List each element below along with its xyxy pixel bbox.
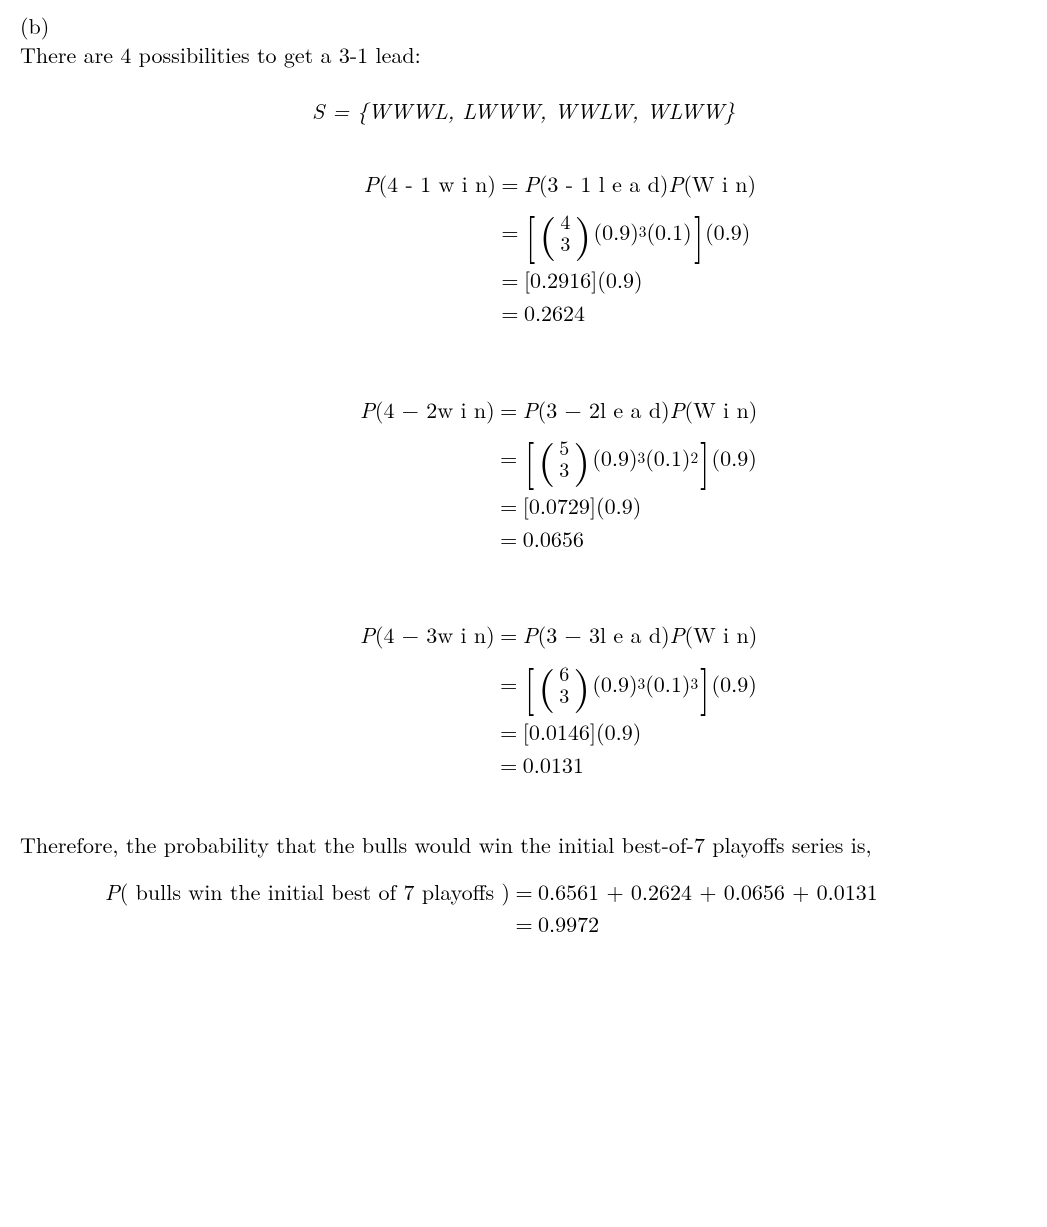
part-label-text: (b) <box>20 10 49 41</box>
binom-k: 3 <box>560 232 570 254</box>
rhs-numeric: [0.0729](0.9) <box>523 492 642 521</box>
equals-sign: = <box>495 751 523 780</box>
sample-space-block: S = {WWWL, LWWW, WWLW, WLWW} <box>20 97 1027 126</box>
rhs-binom: [(43) (0.9)3(0.1)] (0.9) <box>524 202 750 262</box>
equals-sign: = <box>495 718 523 747</box>
final-sum: 0.6561 + 0.2624 + 0.0656 + 0.0131 <box>538 878 878 907</box>
equals-sign: = <box>495 670 523 699</box>
lhs: P(4 − 2w i n) <box>290 396 495 425</box>
binom: (53) <box>538 436 590 480</box>
rhs-product: P(3 − 3l e a d)P(W i n) <box>523 621 758 650</box>
rhs-result: 0.2624 <box>524 299 585 328</box>
equals-sign: = <box>495 525 523 554</box>
equals-sign: = <box>510 878 538 907</box>
derivation-blocks: P(4 - 1 w i n)=P(3 - 1 l e a d)P(W i n)=… <box>20 154 1027 803</box>
rhs-numeric: [0.2916](0.9) <box>524 266 643 295</box>
equals-sign: = <box>510 910 538 939</box>
rhs-binom: [(63) (0.9)3(0.1)3] (0.9) <box>523 654 757 714</box>
equals-sign: = <box>495 444 523 473</box>
derivation-block-0: P(4 - 1 w i n)=P(3 - 1 l e a d)P(W i n)=… <box>20 154 1027 352</box>
derivation-block-2: P(4 − 3w i n)=P(3 − 3l e a d)P(W i n)=[(… <box>20 605 1027 803</box>
part-label: (b) <box>20 12 1027 41</box>
rhs-product: P(3 - 1 l e a d)P(W i n) <box>524 170 756 199</box>
conclusion-text: Therefore, the probability that the bull… <box>20 829 872 860</box>
intro-text: There are 4 possibilities to get a 3-1 l… <box>20 39 421 70</box>
rhs-binom: [(53) (0.9)3(0.1)2] (0.9) <box>523 428 757 488</box>
final-lhs: P( bulls win the initial best of 7 playo… <box>20 878 510 907</box>
intro-line: There are 4 possibilities to get a 3-1 l… <box>20 41 1027 70</box>
lhs: P(4 − 3w i n) <box>290 621 495 650</box>
rhs-product: P(3 − 2l e a d)P(W i n) <box>523 396 758 425</box>
binom-k: 3 <box>559 458 569 480</box>
rhs-result: 0.0131 <box>523 751 584 780</box>
equals-sign: = <box>495 621 523 650</box>
derivation-block-1: P(4 − 2w i n)=P(3 − 2l e a d)P(W i n)=[(… <box>20 380 1027 578</box>
equals-sign: = <box>496 218 524 247</box>
rhs-result: 0.0656 <box>523 525 584 554</box>
lhs: P(4 - 1 w i n) <box>291 170 496 199</box>
equals-sign: = <box>495 492 523 521</box>
final-equation-block: P( bulls win the initial best of 7 playo… <box>20 874 1027 943</box>
binom: (63) <box>538 662 590 706</box>
conclusion-paragraph: Therefore, the probability that the bull… <box>20 831 1027 860</box>
equals-sign: = <box>496 170 524 199</box>
binom: (43) <box>539 210 591 254</box>
equals-sign: = <box>496 266 524 295</box>
rhs-numeric: [0.0146](0.9) <box>523 718 642 747</box>
equals-sign: = <box>496 299 524 328</box>
binom-k: 3 <box>559 684 569 706</box>
equals-sign: = <box>495 396 523 425</box>
final-result: 0.9972 <box>538 910 599 939</box>
sample-space: S = {WWWL, LWWW, WWLW, WLWW} <box>312 95 735 126</box>
